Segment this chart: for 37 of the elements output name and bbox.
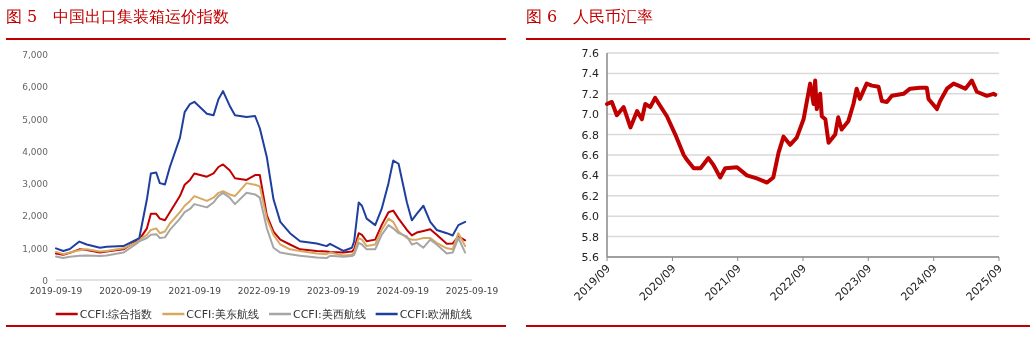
x-tick-label: 2021-09-19 [168,286,222,296]
y-tick-label: 6.6 [581,149,599,162]
x-tick-label: 2025-09-19 [445,286,499,296]
y-tick-label: 6.0 [581,210,599,224]
y-tick-label: 3,000 [22,179,49,190]
line-series [55,90,467,252]
line-series [55,163,467,256]
legend-label: CCFI:综合指数 [79,308,153,321]
line-series [55,191,467,260]
y-tick-label: 5.8 [581,230,599,244]
y-tick-label: 1,000 [22,243,49,254]
y-tick-label: 6.4 [581,169,599,183]
legend-label: CCFI:美西航线 [293,308,366,321]
line-series [55,182,467,257]
legend-label: CCFI:美东航线 [186,308,259,321]
y-tick-label: 5.6 [581,251,599,264]
y-tick-label: 6.2 [581,189,599,203]
y-tick-label: 7,000 [22,50,49,60]
x-tick-label: 2024-09-19 [376,286,430,296]
y-tick-label: 7.0 [581,108,599,122]
chart-title: 图 6 人民币汇率 [526,7,654,26]
y-tick-label: 4,000 [22,146,49,157]
x-tick-label: 2023-09-19 [307,286,360,296]
x-tick-label: 2019-09-19 [29,286,83,296]
y-tick-label: 7.4 [581,67,599,81]
legend-label: CCFI:欧洲航线 [399,308,473,321]
line-series [605,78,998,185]
y-tick-label: 2,000 [22,211,49,222]
y-tick-label: 7.6 [581,47,599,60]
x-tick-label: 2020-09-19 [99,286,152,296]
y-tick-label: 6,000 [22,82,49,93]
chart-title: 图 5 中国出口集装箱运价指数 [6,7,230,26]
y-tick-label: 7.2 [581,87,599,101]
y-tick-label: 5,000 [22,114,49,125]
y-tick-label: 0 [42,276,49,286]
y-tick-label: 6.8 [581,128,599,142]
x-tick-label: 2022-09-19 [237,286,291,296]
